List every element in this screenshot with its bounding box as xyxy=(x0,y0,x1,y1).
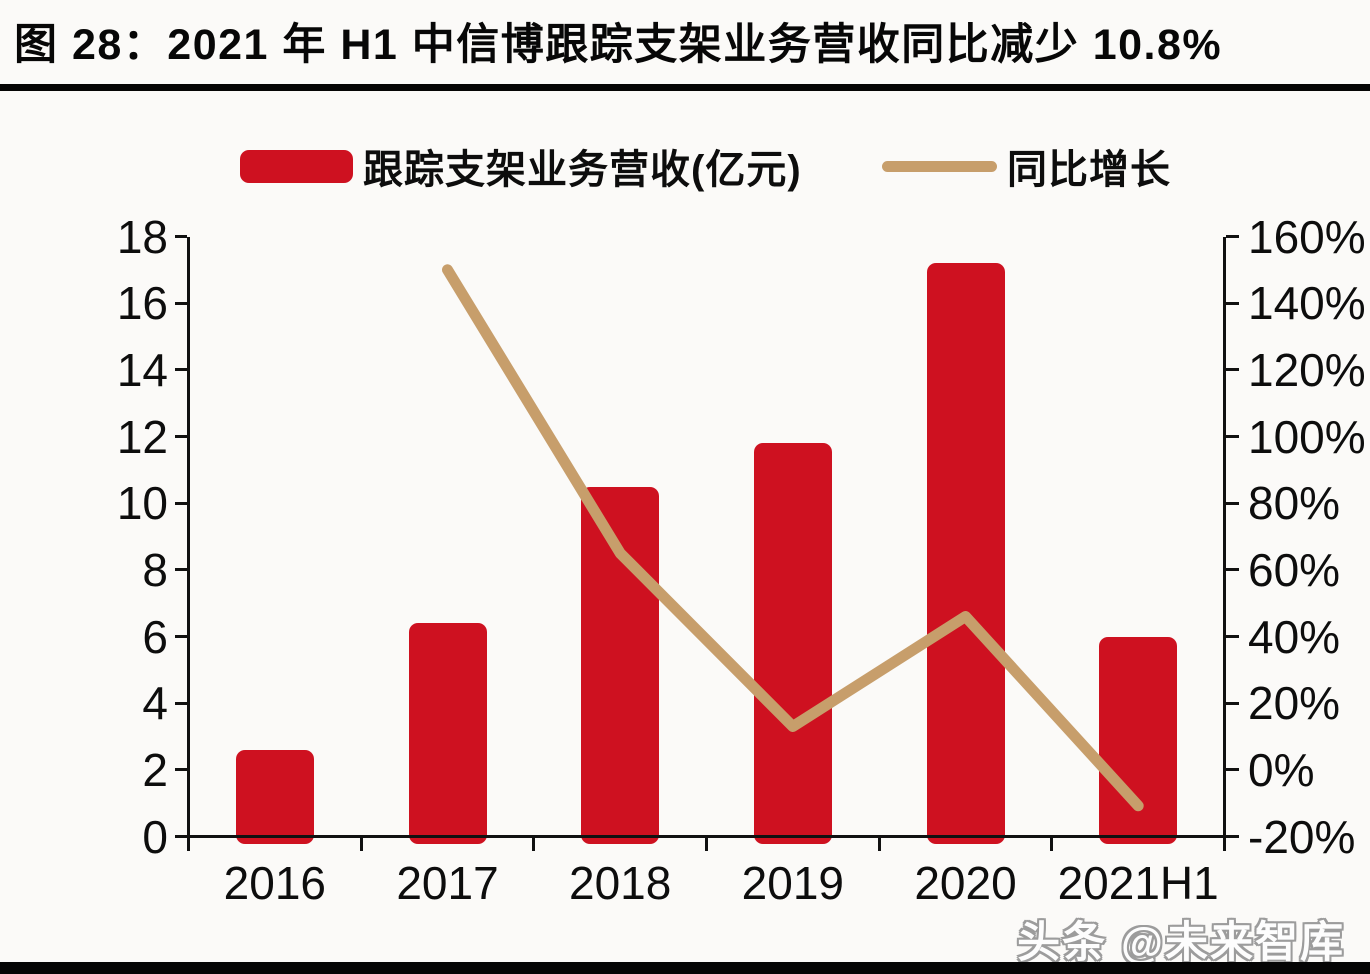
y-axis-left-label: 4 xyxy=(142,677,168,730)
y-axis-right-tick xyxy=(1226,701,1239,705)
y-axis-left-label: 18 xyxy=(116,210,168,263)
y-axis-left-label: 14 xyxy=(116,343,168,396)
y-axis-left-tick xyxy=(174,368,187,372)
legend-bar-label: 跟踪支架业务营收(亿元) xyxy=(363,148,802,192)
legend-bar-swatch xyxy=(240,149,353,183)
y-axis-right-tick xyxy=(1226,635,1239,638)
x-label-2016: 2016 xyxy=(223,857,326,909)
title-divider xyxy=(0,84,1370,91)
y-axis-right-label: -20% xyxy=(1248,810,1356,863)
y-axis-left-tick xyxy=(174,301,187,305)
y-axis-right-tick xyxy=(1226,835,1239,838)
y-axis-right-label: 60% xyxy=(1248,543,1341,596)
y-axis-right-tick xyxy=(1226,301,1239,305)
x-label-2017: 2017 xyxy=(396,857,499,909)
y-axis-right-label: 140% xyxy=(1248,277,1366,330)
bar-2020 xyxy=(926,263,1005,844)
y-axis-right-spine xyxy=(1223,236,1226,841)
bar-2018 xyxy=(581,486,660,844)
x-label-2018: 2018 xyxy=(568,857,672,909)
y-axis-left-tick xyxy=(174,235,187,238)
x-axis-tick xyxy=(359,838,363,851)
legend-item-revenue: 跟踪支架业务营收(亿元) xyxy=(240,146,802,192)
bottom-border xyxy=(0,962,1370,974)
y-axis-left-spine xyxy=(187,236,190,841)
y-axis-right-tick xyxy=(1226,235,1239,238)
x-label-2020: 2020 xyxy=(914,857,1017,909)
y-axis-left-tick xyxy=(174,835,187,838)
y-axis-right-tick xyxy=(1226,568,1239,572)
bar-2021H1 xyxy=(1099,636,1178,844)
y-axis-left-label: 6 xyxy=(142,610,168,663)
watermark: 头条 @未来智库 xyxy=(1017,919,1345,967)
y-axis-right-label: 40% xyxy=(1248,610,1341,663)
y-axis-right-tick xyxy=(1226,501,1239,505)
y-axis-right-label: 100% xyxy=(1248,410,1366,463)
legend-item-growth: 同比增长 xyxy=(882,146,1171,192)
y-axis-left-label: 2 xyxy=(142,743,168,796)
y-axis-left-tick xyxy=(174,701,187,705)
y-axis-right-label: 120% xyxy=(1248,343,1366,396)
bar-2017 xyxy=(408,623,487,844)
y-axis-left-label: 10 xyxy=(116,477,168,530)
y-axis-left-tick xyxy=(174,435,187,438)
y-axis-right-label: 80% xyxy=(1248,477,1341,530)
y-axis-right-tick xyxy=(1226,368,1239,372)
x-label-2019: 2019 xyxy=(741,857,844,909)
y-axis-left-tick xyxy=(174,501,187,505)
y-axis-left-label: 12 xyxy=(116,410,168,463)
bar-2019 xyxy=(753,443,832,844)
x-axis-tick xyxy=(532,838,536,851)
y-axis-left-tick xyxy=(174,635,187,638)
x-axis-tick xyxy=(1223,838,1226,851)
bar-2016 xyxy=(235,749,314,844)
y-axis-right-tick xyxy=(1226,768,1239,772)
x-axis-tick xyxy=(187,838,190,851)
x-axis-tick xyxy=(1050,838,1054,851)
x-axis-spine xyxy=(187,835,1226,838)
y-axis-left-tick xyxy=(174,568,187,572)
figure-title: 图 28：2021 年 H1 中信博跟踪支架业务营收同比减少 10.8% xyxy=(14,21,1223,69)
x-axis-tick xyxy=(705,838,708,851)
y-axis-left-label: 8 xyxy=(142,543,168,596)
legend-line-swatch xyxy=(882,160,997,172)
y-axis-left-tick xyxy=(174,768,187,772)
y-axis-right-label: 160% xyxy=(1248,210,1366,263)
y-axis-left-label: 0 xyxy=(142,810,168,863)
y-axis-right-tick xyxy=(1226,435,1239,438)
x-label-2021H1: 2021H1 xyxy=(1057,857,1219,909)
y-axis-right-label: 20% xyxy=(1248,677,1341,730)
y-axis-left-label: 16 xyxy=(116,277,168,330)
legend-line-label: 同比增长 xyxy=(1007,148,1171,192)
x-axis-tick xyxy=(877,838,881,851)
y-axis-right-label: 0% xyxy=(1248,743,1315,796)
